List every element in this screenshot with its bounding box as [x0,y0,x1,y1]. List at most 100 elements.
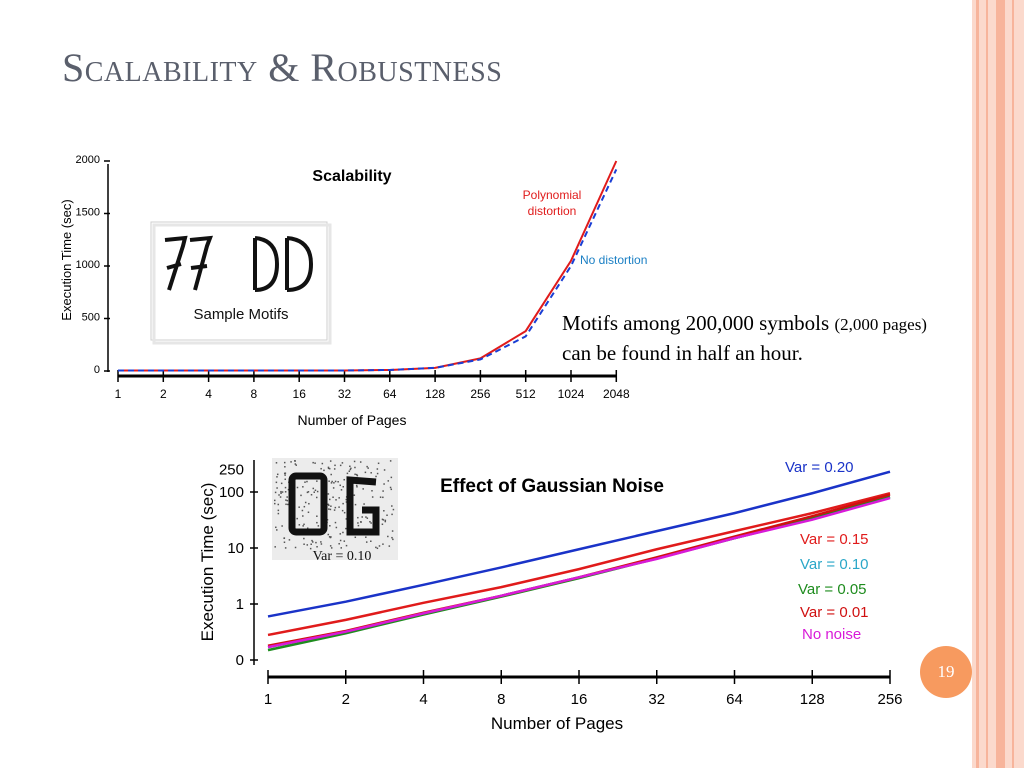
noise-speck [334,480,337,483]
x-tick-label: 4 [419,691,427,708]
noise-speck [332,487,335,489]
x-tick-label: 64 [726,691,743,708]
noise-speck [334,506,337,509]
x-tick-label: 16 [571,691,588,708]
gaussian-noise-chart: Var = 0.10 Effect of Gaussian Noise 0 1 10… [198,458,903,733]
noise-speck [367,467,369,469]
noise-speck [355,473,358,476]
noise-speck [284,547,287,549]
noise-speck [301,509,304,512]
noise-speck [312,461,314,464]
noise-speck [354,466,356,469]
noise-speck [339,539,342,542]
x-axis-label: Number of Pages [491,714,623,733]
noise-speck [298,524,301,526]
noise-speck [306,480,308,483]
noise-speck [376,472,379,475]
noise-speck [338,542,340,545]
noise-speck [360,521,362,523]
noise-speck [276,529,278,531]
noise-speck [304,481,306,483]
noise-speck [286,499,289,502]
noise-speck [286,496,288,498]
noise-speck [275,462,278,464]
right-decorative-band [972,0,1024,768]
noise-speck [330,547,333,549]
noise-speck [345,527,347,530]
sample-motifs-inset: Sample Motifs [150,221,332,345]
x-tick-label: 32 [338,387,352,401]
noise-speck [343,478,345,481]
noise-speck [366,517,369,519]
noise-speck [333,509,336,511]
band-stripe [1012,0,1014,768]
noise-speck [300,494,302,497]
noise-speck [294,546,297,549]
noise-speck [338,506,340,508]
noise-speck [371,496,374,498]
y-tick-label: 250 [219,462,244,479]
x-tick-label: 1024 [558,387,585,401]
x-tick-label: 512 [516,387,536,401]
noise-speck [378,545,381,547]
noise-speck [353,460,356,463]
noise-speck [313,491,315,493]
chart-title: Effect of Gaussian Noise [440,476,664,497]
body-line-1-pages: (2,000 pages) [834,315,927,334]
noise-speck [356,474,359,477]
motif-glyph-d-a [253,236,280,292]
series-line-no-noise [267,496,891,649]
noise-speck [387,480,390,482]
noise-speck [276,473,279,476]
noise-speck [371,490,373,492]
noise-speck [365,541,368,543]
noise-speck [312,487,315,490]
noise-speck [382,519,385,521]
noise-speck [343,540,346,542]
x-tick-label: 4 [205,387,212,401]
noise-speck [317,525,320,527]
noise-speck [334,464,336,467]
noise-speck [277,503,280,506]
noise-speck [331,480,333,483]
slide-body-text: Motifs among 200,000 symbols (2,000 page… [562,309,1024,367]
noise-speck [388,545,391,547]
y-tick-label: 1000 [76,259,100,271]
noise-speck [391,536,393,539]
noise-speck [349,465,351,468]
noise-speck [384,519,387,522]
noise-speck [281,491,284,493]
noise-speck [391,505,393,507]
noise-speck [303,505,306,508]
noise-speck [346,472,349,475]
x-tick-label: 1 [264,691,272,708]
noise-speck [316,521,318,524]
noise-speck [304,501,307,504]
noise-speck [274,499,276,502]
noise-speck [329,460,332,462]
noise-speck [279,496,282,498]
noise-speck [303,537,305,540]
y-tick-label: 0 [94,364,100,376]
noise-speck [392,508,395,511]
noise-speck [384,520,387,523]
page-number-badge: 19 [920,646,972,698]
noise-speck [283,461,286,464]
noise-glyph-0 [288,472,328,536]
noise-speck [349,468,352,471]
noise-speck [357,516,359,519]
noise-speck [330,505,332,507]
x-tick-label: 2 [160,387,167,401]
x-tick-label: 2048 [603,387,630,401]
noise-speck [342,485,344,488]
noise-speck [387,535,389,538]
body-line-1-main: Motifs among 200,000 symbols [562,311,835,335]
noise-speck [287,503,289,506]
series-line-no-distortion [118,168,618,372]
noise-speck [327,533,330,536]
noise-speck [354,473,356,476]
noise-speck [330,482,333,484]
noise-speck [383,469,386,471]
y-tick-label: 1 [236,596,244,613]
x-tick-label: 128 [425,387,445,401]
